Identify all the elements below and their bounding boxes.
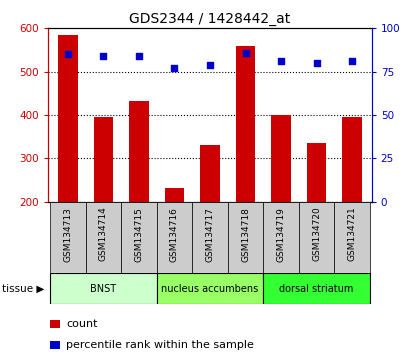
Bar — [236, 46, 255, 202]
Bar — [129, 101, 149, 202]
Point — [349, 58, 355, 64]
Point — [278, 58, 284, 64]
Text: nucleus accumbens: nucleus accumbens — [161, 284, 259, 293]
FancyBboxPatch shape — [299, 202, 334, 273]
Text: GSM134718: GSM134718 — [241, 207, 250, 262]
Text: dorsal striatum: dorsal striatum — [279, 284, 354, 293]
Bar — [271, 115, 291, 202]
Text: percentile rank within the sample: percentile rank within the sample — [66, 340, 254, 350]
Text: BNST: BNST — [90, 284, 116, 293]
Text: GSM134720: GSM134720 — [312, 207, 321, 262]
FancyBboxPatch shape — [228, 202, 263, 273]
FancyBboxPatch shape — [157, 273, 263, 304]
Text: tissue ▶: tissue ▶ — [2, 284, 45, 293]
Bar — [342, 117, 362, 202]
FancyBboxPatch shape — [121, 202, 157, 273]
Point — [136, 53, 142, 59]
Text: GSM134714: GSM134714 — [99, 207, 108, 262]
Text: GSM134719: GSM134719 — [277, 207, 286, 262]
Bar — [200, 145, 220, 202]
Text: GSM134715: GSM134715 — [134, 207, 143, 262]
FancyBboxPatch shape — [50, 273, 157, 304]
FancyBboxPatch shape — [263, 273, 370, 304]
Point — [65, 52, 71, 57]
FancyBboxPatch shape — [334, 202, 370, 273]
Point — [242, 50, 249, 56]
Text: GSM134717: GSM134717 — [205, 207, 215, 262]
FancyBboxPatch shape — [50, 202, 86, 273]
Bar — [58, 35, 78, 202]
Bar — [165, 188, 184, 202]
FancyBboxPatch shape — [157, 202, 192, 273]
Title: GDS2344 / 1428442_at: GDS2344 / 1428442_at — [129, 12, 291, 26]
Text: GSM134716: GSM134716 — [170, 207, 179, 262]
Text: count: count — [66, 319, 97, 329]
Point — [171, 65, 178, 71]
FancyBboxPatch shape — [192, 202, 228, 273]
FancyBboxPatch shape — [86, 202, 121, 273]
Point — [100, 53, 107, 59]
Bar — [94, 117, 113, 202]
FancyBboxPatch shape — [263, 202, 299, 273]
Bar — [307, 143, 326, 202]
Text: GSM134713: GSM134713 — [63, 207, 72, 262]
Point — [313, 60, 320, 66]
Point — [207, 62, 213, 68]
Text: GSM134721: GSM134721 — [348, 207, 357, 262]
